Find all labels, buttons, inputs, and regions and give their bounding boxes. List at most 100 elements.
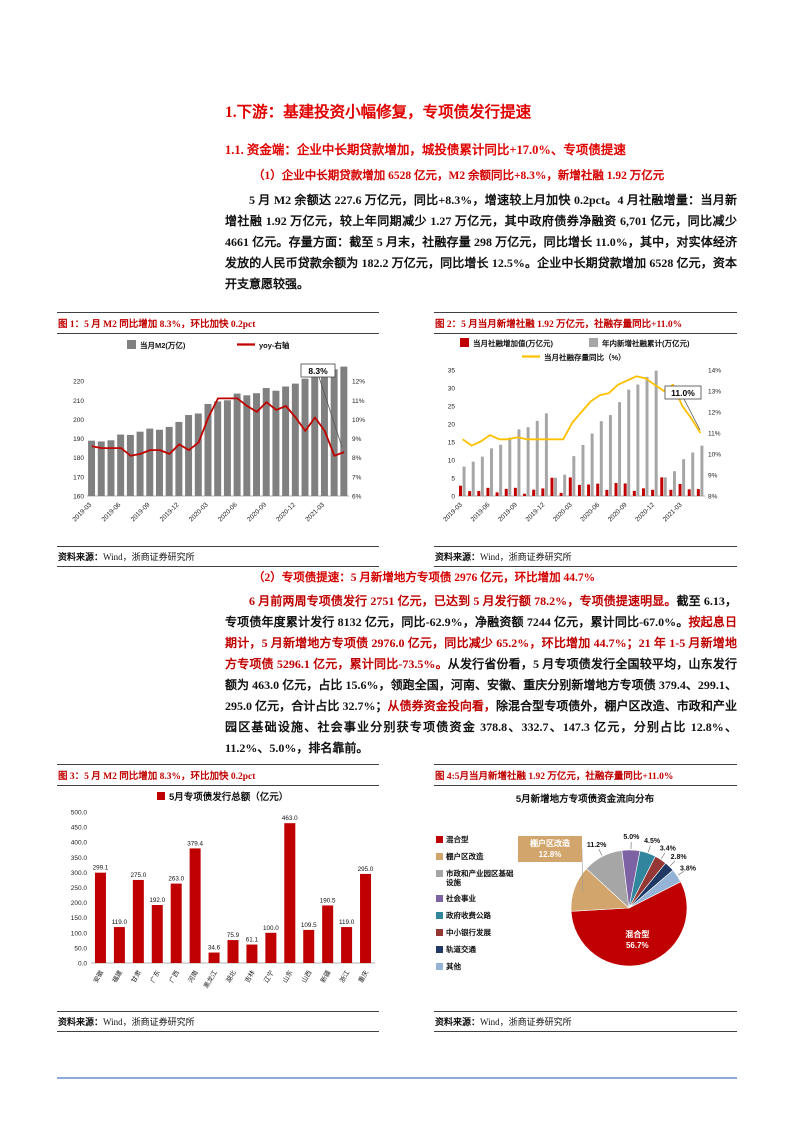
svg-text:250.0: 250.0	[71, 885, 88, 892]
svg-text:当月M2(万亿): 当月M2(万亿)	[140, 340, 186, 350]
svg-text:12.8%: 12.8%	[539, 850, 562, 859]
svg-text:190: 190	[73, 436, 84, 443]
svg-text:2019-03: 2019-03	[71, 501, 93, 523]
svg-text:14%: 14%	[708, 368, 721, 375]
svg-text:安徽: 安徽	[91, 968, 106, 984]
svg-text:119.0: 119.0	[112, 919, 128, 926]
paragraph-2: 6 月前两周专项债发行 2751 亿元，已达到 5 月发行额 78.2%，专项债…	[225, 591, 737, 759]
text-segment: 截至 6.13，专项债年度累计发行 8132 亿元，同比-62.9%，净融资额 …	[225, 594, 737, 629]
svg-text:当月社融存量同比（%）: 当月社融存量同比（%）	[544, 352, 626, 362]
svg-text:109.5: 109.5	[301, 922, 317, 929]
svg-text:6%: 6%	[352, 494, 362, 501]
svg-text:中小银行发展: 中小银行发展	[446, 927, 491, 937]
figure-3-title: 图 3：5 月 M2 同比增加 8.3%，环比加快 0.2pct	[57, 764, 379, 786]
figure-1: 图 1：5 月 M2 同比增加 8.3%，环比加快 0.2pct 160 170 1…	[57, 312, 379, 567]
footer-rule	[57, 1077, 737, 1079]
svg-text:2020-06: 2020-06	[579, 501, 601, 523]
svg-text:吉林: 吉林	[242, 968, 257, 984]
svg-text:2019-09: 2019-09	[497, 501, 519, 523]
text-segment: 从债券资金投向看，	[387, 699, 496, 713]
svg-text:2021-03: 2021-03	[304, 501, 326, 523]
svg-text:450.0: 450.0	[71, 825, 88, 832]
text-segment: 6 月前两周专项债发行 2751 亿元，已达到 5 月发行额 78.2%，专项债…	[249, 594, 677, 608]
svg-text:9%: 9%	[352, 436, 362, 443]
svg-text:福建: 福建	[110, 968, 125, 984]
svg-text:20: 20	[448, 422, 456, 429]
source-value: Wind，浙商证券研究所	[103, 552, 195, 562]
figure-2: 图 2：5 月当月新增社融 1.92 万亿元，社融存量同比+11.0% 0 5 10…	[434, 312, 737, 567]
svg-text:15: 15	[448, 440, 456, 447]
svg-text:设施: 设施	[446, 877, 461, 887]
svg-text:10%: 10%	[708, 452, 721, 459]
svg-text:210: 210	[73, 398, 84, 405]
source-label: 资料来源：	[58, 1017, 104, 1027]
svg-text:市政和产业园区基础: 市政和产业园区基础	[446, 868, 514, 878]
svg-text:25: 25	[448, 404, 456, 411]
svg-text:61.1: 61.1	[246, 937, 259, 944]
svg-text:棚户区改造: 棚户区改造	[446, 851, 484, 861]
svg-text:119.0: 119.0	[339, 919, 355, 926]
svg-text:轨道交通: 轨道交通	[446, 944, 476, 954]
svg-text:4.5%: 4.5%	[644, 838, 661, 845]
svg-text:混合型: 混合型	[625, 929, 649, 939]
svg-text:2.8%: 2.8%	[671, 854, 688, 861]
section-title: 1.下游：基建投资小幅修复，专项债发行提速	[225, 104, 532, 121]
point-2-title: （2）专项债提速：5 月新增地方专项债 2976 亿元，环比增加 44.7%	[253, 572, 596, 584]
svg-text:其他: 其他	[446, 961, 461, 971]
source-label: 资料来源：	[435, 1017, 481, 1027]
svg-text:56.7%: 56.7%	[626, 941, 649, 950]
svg-text:2020-09: 2020-09	[607, 501, 629, 523]
svg-text:2019-06: 2019-06	[470, 501, 492, 523]
svg-text:190.5: 190.5	[320, 897, 336, 904]
svg-text:30: 30	[448, 386, 456, 393]
point-1-title: （1）企业中长期贷款增加 6528 亿元，M2 余额同比+8.3%，新增社融 1…	[253, 170, 665, 182]
special-bond-bar-chart: 5月专项债发行总额（亿元） 0.0 50.0 100.0 150.0 200.0 250.0…	[71, 791, 375, 990]
svg-text:2019-06: 2019-06	[101, 501, 123, 523]
svg-text:200.0: 200.0	[71, 900, 88, 907]
svg-text:3.4%: 3.4%	[660, 846, 677, 853]
svg-text:34.6: 34.6	[208, 945, 221, 952]
source-value: Wind，浙商证券研究所	[480, 552, 572, 562]
svg-text:当月社融增加值(万亿元): 当月社融增加值(万亿元)	[473, 338, 553, 348]
svg-text:2019-12: 2019-12	[525, 501, 547, 523]
svg-text:棚户区改造: 棚户区改造	[530, 838, 570, 848]
svg-text:9%: 9%	[708, 473, 718, 480]
svg-text:新疆: 新疆	[318, 968, 333, 984]
text-segment: 按起息日期计，5 月新增地方专项债 2976.0 亿元，同比减少 65.2%，环…	[225, 615, 737, 671]
tsf-combo-chart: 0 5 10 15 20 25 30 35 8% 9% 10% 11% 12% 13% 14% 2019-03…	[442, 338, 721, 523]
svg-text:湖北: 湖北	[223, 968, 238, 984]
m2-bar-line-chart: 160 170 180 190 200 210 220 6% 7% 8% 9% 10% 11% 12% 20…	[71, 340, 365, 523]
svg-text:11%: 11%	[708, 431, 721, 438]
svg-text:辽宁: 辽宁	[261, 968, 276, 984]
svg-text:8.3%: 8.3%	[308, 366, 328, 376]
svg-text:2019-03: 2019-03	[442, 501, 464, 523]
svg-text:192.0: 192.0	[149, 897, 165, 904]
svg-text:2020-09: 2020-09	[246, 501, 268, 523]
svg-text:13%: 13%	[708, 389, 721, 396]
figure-row-2: 图 3：5 月 M2 同比增加 8.3%，环比加快 0.2pct 5月专项债发行…	[57, 764, 737, 1032]
svg-text:混合型: 混合型	[446, 834, 469, 844]
svg-text:150.0: 150.0	[71, 915, 88, 922]
svg-text:山东: 山东	[280, 968, 295, 984]
svg-text:山西: 山西	[299, 968, 314, 984]
svg-text:3.8%: 3.8%	[680, 865, 697, 872]
source-label: 资料来源：	[58, 552, 104, 562]
svg-text:8%: 8%	[352, 455, 362, 462]
svg-text:浙江: 浙江	[337, 968, 352, 984]
svg-text:170: 170	[73, 474, 84, 481]
figure-3: 图 3：5 月 M2 同比增加 8.3%，环比加快 0.2pct 5月专项债发行…	[57, 764, 379, 1032]
svg-text:263.0: 263.0	[168, 876, 184, 883]
text-segment: 除混合型专项债外，棚户区改造、市政和产业园区基础设施、社会事业分别获专项债资金 …	[225, 699, 737, 755]
svg-text:0.0: 0.0	[78, 961, 87, 968]
svg-text:10%: 10%	[352, 417, 365, 424]
svg-text:275.0: 275.0	[130, 872, 146, 879]
svg-text:5月专项债发行总额（亿元）: 5月专项债发行总额（亿元）	[169, 791, 288, 803]
source-value: Wind，浙商证券研究所	[480, 1017, 572, 1027]
svg-text:463.0: 463.0	[282, 815, 298, 822]
svg-text:5月新增地方专项债资金流向分布: 5月新增地方专项债资金流向分布	[516, 793, 655, 805]
svg-text:12%: 12%	[708, 410, 721, 417]
svg-text:100.0: 100.0	[71, 930, 88, 937]
svg-text:重庆: 重庆	[356, 968, 371, 984]
svg-text:2020-12: 2020-12	[634, 501, 656, 523]
